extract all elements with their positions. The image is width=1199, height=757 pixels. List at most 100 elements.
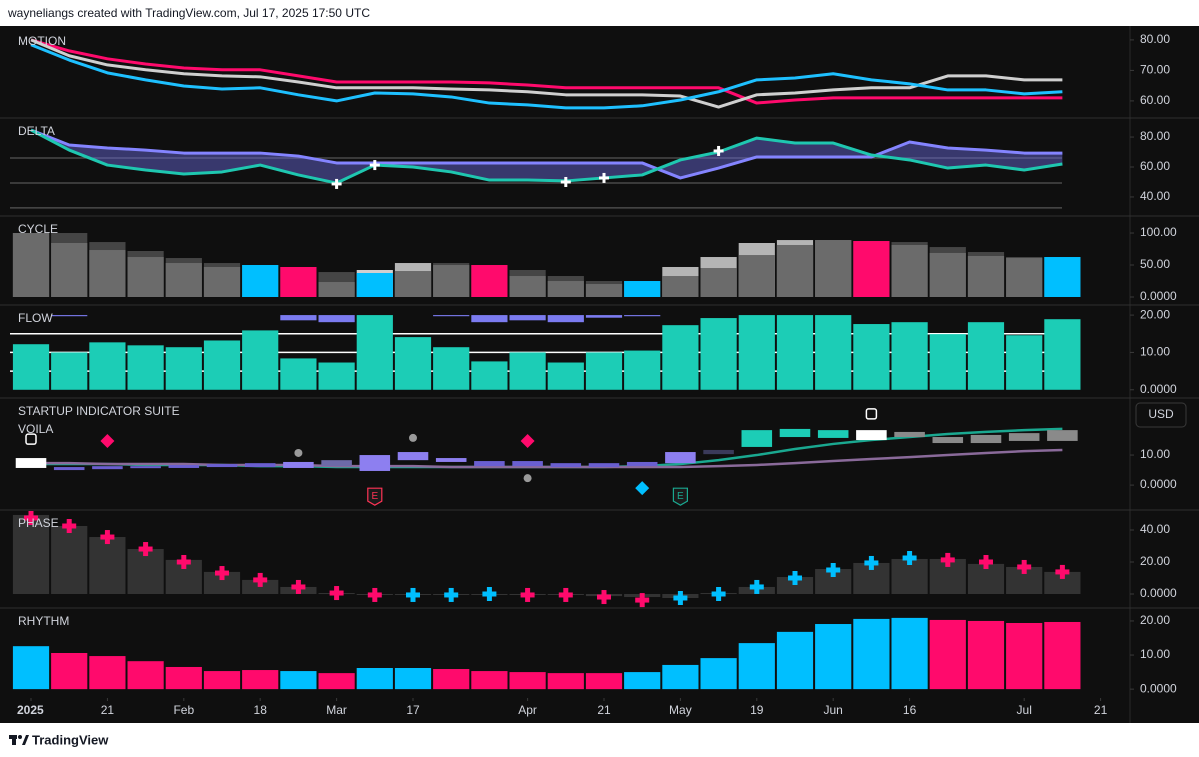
bar (967, 322, 1005, 390)
cross-arm (257, 572, 263, 587)
bar (433, 265, 470, 298)
y-tick-label: 20.00 (1140, 613, 1170, 627)
candle-body (283, 461, 314, 468)
cross-marker (596, 590, 611, 605)
bar (929, 252, 966, 298)
bar (624, 350, 661, 390)
logo-part (12, 735, 16, 745)
series-line (30, 43, 1063, 110)
header-text: wayneliangs created with TradingView.com… (7, 6, 370, 20)
bar (700, 268, 737, 298)
bar (585, 673, 623, 690)
cross-marker (787, 571, 802, 585)
cross-marker (482, 587, 497, 601)
x-tick-label: Apr (518, 703, 537, 717)
signal-dot (409, 433, 418, 442)
bar (1044, 621, 1081, 690)
bar (624, 281, 661, 298)
candle-body (397, 452, 429, 461)
candle-body (1047, 430, 1078, 441)
bar (1044, 319, 1081, 390)
bar (662, 664, 699, 690)
cross-marker (138, 542, 153, 557)
tradingview-logo: TradingView (9, 732, 109, 747)
cross-arm (219, 566, 225, 581)
cross-arm (66, 519, 72, 533)
bar (1044, 257, 1081, 298)
y-tick-label: 0.0000 (1140, 382, 1177, 396)
candle-body (626, 461, 658, 467)
candle-body (130, 466, 161, 469)
y-tick-label: 20.00 (1140, 307, 1170, 321)
panel: 80.00 70.00 60.00 MOTION (18, 32, 1170, 110)
bar (471, 315, 508, 323)
y-tick-label: 0.0000 (1140, 477, 1177, 491)
cross-arm (1059, 564, 1065, 579)
bar (242, 330, 279, 390)
bar (394, 271, 432, 298)
signal-diamond (520, 433, 535, 448)
cross-marker (62, 519, 77, 533)
cross-marker (864, 555, 879, 570)
panel-title: DELTA (18, 124, 55, 138)
cross-marker (329, 586, 344, 601)
bar (815, 315, 852, 390)
candle-body (168, 464, 200, 468)
bar (662, 276, 699, 298)
logo-part (22, 735, 29, 745)
signal-square (25, 433, 37, 445)
y-tick-label: 70.00 (1140, 63, 1170, 77)
panel: 40.00 20.00 0.0000 PHASE (0, 509, 1199, 608)
cross-arm (677, 591, 683, 605)
cross-arm (104, 530, 110, 545)
candle-body (15, 458, 47, 468)
cross-arm (754, 579, 760, 594)
y-tick-label: 10.00 (1140, 345, 1170, 359)
bar (203, 571, 241, 594)
signal-cross (560, 176, 571, 187)
cross-marker (406, 587, 421, 602)
bar (547, 315, 584, 323)
signal-cross (369, 160, 380, 171)
bar (89, 537, 126, 594)
cross-arm (372, 587, 378, 602)
panel-subtitle: VOILA (18, 422, 53, 436)
cross-marker (520, 587, 535, 602)
candle-body (550, 463, 582, 468)
currency-button[interactable]: USD (1135, 402, 1187, 428)
bar (776, 244, 814, 298)
y-tick-label: 100.00 (1140, 225, 1177, 239)
bar (929, 334, 966, 390)
bar (738, 255, 775, 298)
signal-square (865, 408, 878, 420)
candle-body (512, 461, 543, 467)
cross-marker (978, 555, 993, 569)
cross-marker (940, 552, 955, 567)
panel-title: CYCLE (18, 222, 58, 236)
cross-marker (367, 587, 382, 602)
cross-arm (907, 551, 913, 565)
bar (242, 670, 279, 690)
currency-button-label[interactable]: USD (1148, 407, 1174, 421)
bar (127, 257, 164, 298)
cross-marker (176, 555, 191, 569)
bar (815, 624, 852, 690)
bar (89, 656, 126, 690)
x-tick-label: May (669, 703, 692, 717)
y-tick-label: 0.0000 (1140, 681, 1177, 695)
bar (12, 646, 50, 690)
bar (12, 233, 50, 298)
bar (815, 240, 852, 298)
bar (127, 661, 164, 690)
x-tick-label: 21 (1094, 703, 1108, 717)
y-tick-label: 60.00 (1140, 159, 1170, 173)
candle-body (92, 466, 123, 470)
x-tick-label: 18 (254, 703, 268, 717)
signal-badge: E (367, 487, 383, 506)
panel: 100.00 50.00 0.0000 CYCLE (0, 215, 1199, 303)
bar (165, 347, 202, 390)
bar (433, 669, 470, 690)
currency-button-box[interactable] (1135, 402, 1187, 428)
x-tick-label: Jul (1017, 703, 1032, 717)
bar (433, 315, 470, 317)
